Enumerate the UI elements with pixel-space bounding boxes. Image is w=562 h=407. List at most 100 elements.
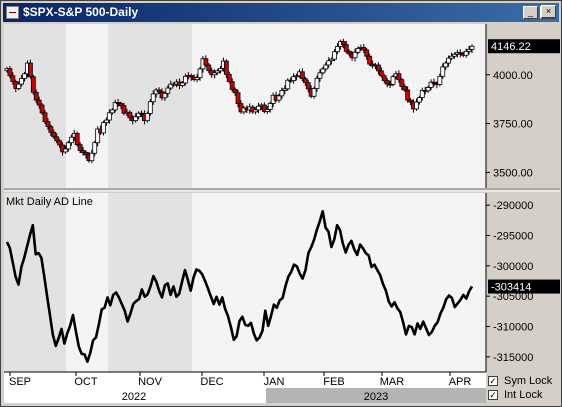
candle <box>326 57 332 69</box>
candle-up <box>469 45 475 50</box>
candle-down <box>232 89 238 94</box>
candle <box>182 73 188 86</box>
candle <box>57 138 63 149</box>
candle <box>92 140 98 157</box>
ad-tick-label: -315000 <box>493 352 533 364</box>
candle <box>466 45 472 55</box>
candle <box>60 142 65 156</box>
sym-lock-check-icon[interactable]: ✓ <box>488 376 498 386</box>
candle-up <box>267 103 273 110</box>
ad-panel-title: Mkt Daily AD Line <box>6 196 93 208</box>
candle <box>232 87 238 96</box>
candle-down <box>60 144 65 153</box>
candle-down <box>302 78 308 83</box>
candle <box>121 102 127 116</box>
candle-down <box>77 144 83 151</box>
candle-up <box>168 83 174 89</box>
month-label: DEC <box>200 376 223 388</box>
candle-up <box>390 76 396 85</box>
candle <box>402 83 408 92</box>
candle <box>112 99 118 113</box>
title-bar[interactable]: $SPX-S&P 500-Daily _ □ <box>3 3 559 22</box>
month-label: MAR <box>380 376 405 388</box>
candle <box>150 90 156 105</box>
candle <box>212 69 218 79</box>
candle-down <box>80 150 86 153</box>
candle-up <box>182 75 188 84</box>
candle-down <box>250 106 256 113</box>
candle <box>261 102 267 114</box>
candle-up <box>452 53 457 57</box>
candle <box>384 77 390 88</box>
candle <box>250 105 256 114</box>
candle <box>27 59 33 79</box>
candle <box>194 74 200 83</box>
price-tick-label: 3750.00 <box>493 119 533 131</box>
candle <box>305 79 311 93</box>
candle-up <box>443 62 449 68</box>
candle <box>311 86 317 99</box>
candle <box>180 81 185 88</box>
candle <box>405 86 411 103</box>
candle <box>352 48 358 62</box>
candle-up <box>256 105 261 111</box>
candle-up <box>463 50 469 56</box>
candle-up <box>162 92 168 99</box>
candle-up <box>332 51 337 60</box>
candle-up <box>180 82 185 86</box>
candle-down <box>399 79 405 87</box>
candle-down <box>340 41 346 45</box>
candle <box>282 85 288 95</box>
candle <box>443 61 449 71</box>
candle <box>218 65 223 74</box>
candle-down <box>33 91 39 101</box>
candle-up <box>253 109 258 113</box>
candle-down <box>408 99 413 103</box>
candle-up <box>355 48 361 53</box>
int-lock-checkbox[interactable]: ✓ Int Lock <box>488 389 560 402</box>
candle <box>390 74 396 87</box>
candle-down <box>364 49 370 57</box>
candle-up <box>133 116 139 122</box>
candle-up <box>264 109 270 112</box>
candle <box>469 44 475 54</box>
candle <box>30 74 36 95</box>
candle <box>104 117 109 126</box>
year-label: 2022 <box>122 391 146 403</box>
month-label: SEP <box>9 376 31 388</box>
candle-up <box>104 119 109 123</box>
candle <box>437 73 443 87</box>
candle-up <box>22 73 27 79</box>
candle <box>39 103 45 115</box>
candle-up <box>16 83 22 89</box>
candle <box>414 98 419 111</box>
candle-up <box>437 75 443 85</box>
candle-up <box>101 122 106 134</box>
year-band-2022 <box>4 388 266 403</box>
minimize-button[interactable]: _ <box>523 6 538 19</box>
candle-up <box>282 88 288 91</box>
candle <box>276 93 282 103</box>
window-title: $SPX-S&P 500-Daily <box>23 5 139 19</box>
candle <box>33 89 39 104</box>
candle-up <box>440 66 446 77</box>
candle <box>235 89 241 108</box>
close-button[interactable]: × <box>541 5 556 18</box>
candle <box>197 66 203 81</box>
int-lock-check-icon[interactable]: ✓ <box>488 390 498 400</box>
sym-lock-checkbox[interactable]: ✓ Sym Lock <box>488 375 560 388</box>
candle <box>42 110 48 125</box>
candle-down <box>396 73 402 81</box>
candle-down <box>115 102 121 105</box>
price-last-value: 4146.22 <box>491 41 531 53</box>
candle-up <box>419 89 425 99</box>
candle <box>463 48 469 58</box>
candle-down <box>30 76 36 93</box>
candle-up <box>212 72 218 76</box>
candle <box>335 42 340 55</box>
candle <box>7 65 13 79</box>
candle-down <box>42 112 48 123</box>
candle <box>440 63 446 79</box>
candle-up <box>147 101 153 114</box>
candle-up <box>136 112 142 118</box>
